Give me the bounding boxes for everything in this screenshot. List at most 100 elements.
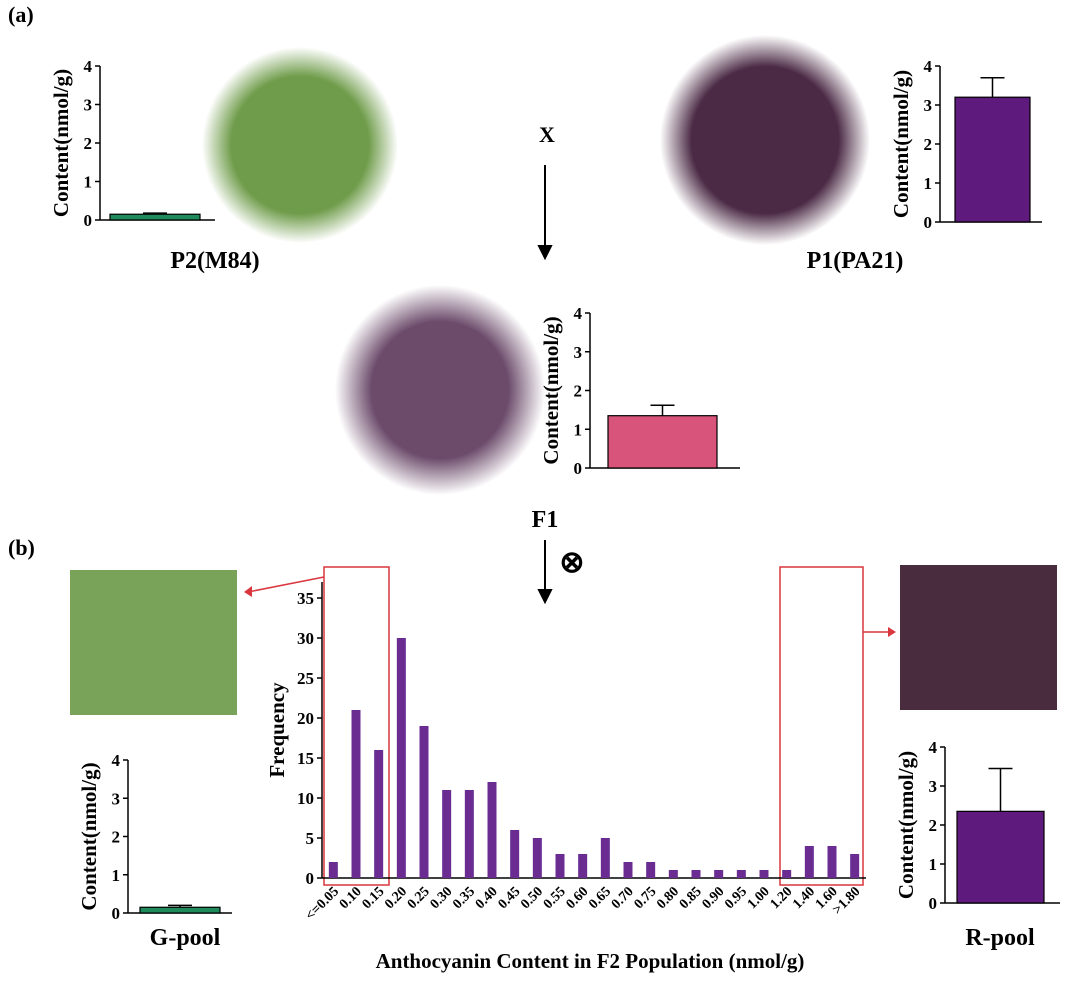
bar — [139, 906, 221, 914]
y-tick-label: 35 — [297, 589, 314, 608]
y-tick-label: 15 — [297, 749, 314, 768]
y-tick-label: 1 — [929, 855, 938, 874]
y-tick-label: 0 — [574, 459, 583, 478]
y-tick-label: 1 — [574, 420, 583, 439]
bar — [736, 870, 746, 878]
bar — [600, 838, 610, 878]
bar — [804, 846, 814, 878]
x-tick-label: 1.40 — [790, 884, 818, 912]
bar — [623, 862, 633, 878]
error-bar — [650, 404, 675, 416]
y-axis-label: Content(nmol/g) — [49, 69, 73, 217]
x-tick-label: 0.35 — [450, 884, 478, 912]
y-tick-label: 2 — [929, 816, 938, 835]
bar — [850, 854, 860, 878]
photo-r-pool — [900, 565, 1057, 710]
x-tick-label: 0.65 — [586, 884, 614, 912]
y-axis-label: Frequency — [265, 682, 289, 778]
bar — [510, 830, 520, 878]
bar — [396, 638, 406, 878]
x-tick-label: 1.20 — [768, 884, 796, 912]
y-tick-label: 1 — [112, 866, 121, 885]
group-label: R-pool — [965, 925, 1035, 951]
x-tick-label: 0.30 — [428, 884, 456, 912]
bar — [714, 870, 724, 878]
bar — [442, 790, 452, 878]
y-tick-label: 10 — [297, 789, 314, 808]
bar — [419, 726, 429, 878]
x-tick-label: 0.45 — [496, 884, 524, 912]
y-tick-label: 3 — [924, 96, 933, 115]
y-tick-label: 0 — [929, 894, 938, 913]
y-tick-label: 25 — [297, 669, 314, 688]
y-tick-label: 4 — [929, 738, 938, 757]
bar — [555, 854, 565, 878]
x-tick-label: 0.80 — [654, 884, 682, 912]
bar — [487, 782, 497, 878]
bar — [956, 810, 1045, 904]
error-bar — [143, 212, 167, 215]
y-tick-label: 1 — [924, 174, 933, 193]
x-tick-label: 0.25 — [405, 884, 433, 912]
y-tick-label: 2 — [84, 134, 93, 153]
x-axis-label: Anthocyanin Content in F2 Population (nm… — [376, 949, 805, 973]
x-tick-label: 0.85 — [677, 884, 705, 912]
photo-p2 — [202, 47, 398, 243]
x-tick-label: 0.50 — [518, 884, 546, 912]
bar — [782, 870, 792, 878]
bar — [578, 854, 588, 878]
y-tick-label: 2 — [112, 828, 121, 847]
x-tick-label: 0.75 — [632, 884, 660, 912]
bar — [109, 213, 201, 221]
bar — [827, 846, 837, 878]
y-tick-label: 2 — [924, 135, 933, 154]
x-tick-label: 0.15 — [360, 884, 388, 912]
y-axis-label: Content(nmol/g) — [77, 762, 101, 910]
y-tick-label: 20 — [297, 709, 314, 728]
self-label: ⊗ — [559, 546, 584, 579]
arrow-head — [888, 627, 896, 637]
y-tick-label: 4 — [924, 57, 933, 76]
panel-label: (b) — [8, 535, 35, 560]
bar — [759, 870, 769, 878]
y-tick-label: 0 — [84, 211, 93, 230]
x-tick-label: <=0.05 — [303, 884, 342, 923]
y-tick-label: 5 — [306, 829, 315, 848]
y-tick-label: 0 — [306, 869, 315, 888]
error-bar — [980, 76, 1005, 98]
bar — [607, 415, 718, 469]
bar — [691, 870, 701, 878]
x-tick-label: 0.95 — [722, 884, 750, 912]
y-tick-label: 1 — [84, 173, 93, 192]
panel-label: (a) — [8, 2, 34, 27]
bar — [646, 862, 656, 878]
x-tick-label: 0.90 — [700, 884, 728, 912]
cross-label: X — [539, 122, 555, 147]
bar — [328, 862, 338, 878]
y-tick-label: 3 — [112, 789, 121, 808]
y-tick-label: 3 — [84, 96, 93, 115]
x-tick-label: 0.20 — [382, 884, 410, 912]
y-tick-label: 3 — [574, 343, 583, 362]
x-tick-label: 1.00 — [745, 884, 773, 912]
y-tick-label: 2 — [574, 382, 583, 401]
group-label: P1(PA21) — [807, 248, 904, 274]
photo-p1 — [660, 35, 870, 245]
x-tick-label: 0.55 — [541, 884, 569, 912]
y-tick-label: 0 — [112, 904, 121, 923]
photo-f1 — [335, 285, 545, 495]
y-tick-label: 4 — [112, 751, 121, 770]
y-axis-label: Content(nmol/g) — [894, 751, 918, 899]
y-axis-label: Content(nmol/g) — [889, 70, 913, 218]
bar — [374, 750, 384, 878]
bar — [668, 870, 678, 878]
pool-boxes — [247, 566, 890, 886]
error-bar — [168, 904, 192, 908]
x-tick-label: 0.60 — [564, 884, 592, 912]
x-tick-label: 0.40 — [473, 884, 501, 912]
photo-g-pool — [70, 570, 237, 715]
y-tick-label: 4 — [84, 57, 93, 76]
bar — [954, 96, 1031, 223]
group-label: G-pool — [150, 925, 221, 951]
bar — [532, 838, 542, 878]
